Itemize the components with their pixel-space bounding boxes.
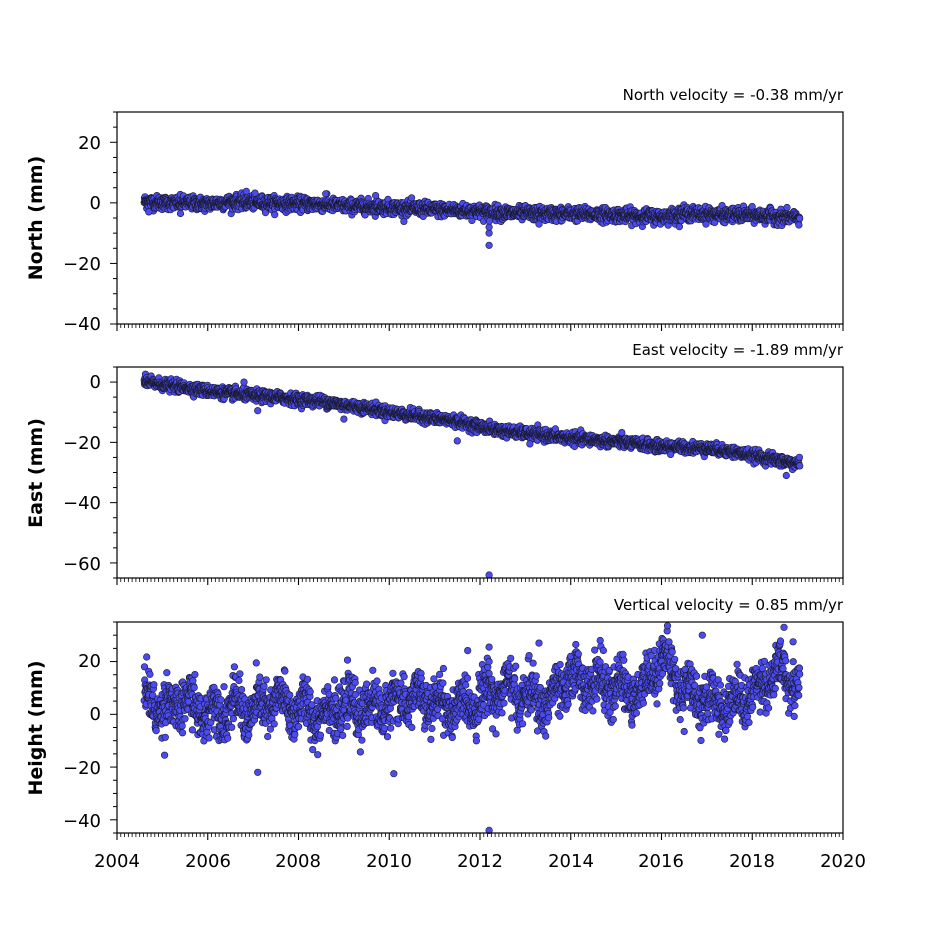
north-points — [140, 187, 804, 249]
north-ytick-label-0: 20 — [78, 133, 101, 154]
north-ytick-label-1: 0 — [90, 193, 101, 214]
north-ytick-label-3: −40 — [63, 314, 101, 335]
outlier-point — [485, 223, 493, 231]
outlier-point — [322, 190, 330, 198]
outlier-point — [485, 217, 494, 225]
data-point — [271, 211, 279, 219]
panel-north: North velocity = -0.38 mm/yr North (mm) … — [25, 86, 844, 335]
data-point — [675, 223, 684, 231]
outlier-point — [242, 187, 250, 195]
outlier-point — [485, 229, 493, 237]
data-point — [796, 214, 804, 222]
outlier-point — [145, 208, 153, 216]
data-point — [795, 221, 803, 229]
outlier-point — [372, 192, 380, 200]
data-point — [783, 203, 791, 212]
data-point — [618, 429, 626, 437]
north-title: North velocity = -0.38 mm/yr — [623, 86, 844, 104]
north-ytick-label-2: −20 — [63, 254, 101, 275]
north-ylabel: North (mm) — [25, 156, 47, 281]
data-point — [408, 194, 416, 202]
outlier-point — [535, 220, 543, 228]
outlier-point — [485, 241, 493, 249]
outlier-point — [176, 209, 185, 218]
